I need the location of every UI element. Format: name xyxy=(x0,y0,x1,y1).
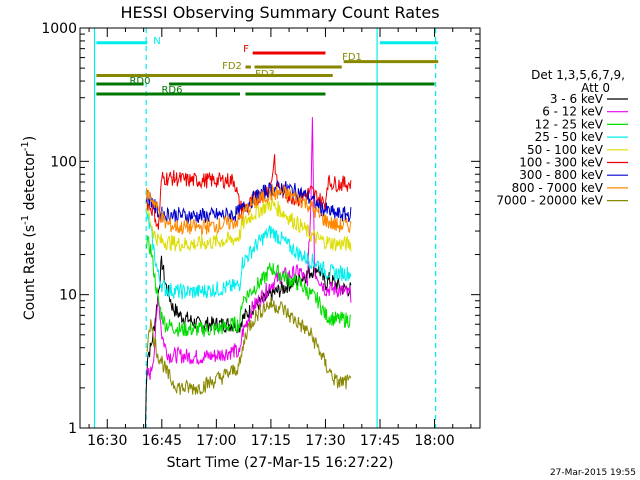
y-tick-label-0: 1 xyxy=(68,421,77,437)
y-axis-ticks: 1 10 100 1000 xyxy=(41,21,480,437)
legend-label-4: 50 - 100 keV xyxy=(527,143,604,157)
series-line-3 xyxy=(146,211,352,300)
flag-label-RD6: RD6 xyxy=(161,85,182,96)
legend-label-1: 6 - 12 keV xyxy=(542,105,604,119)
legend-header-line2: Att 0 xyxy=(581,81,610,95)
legend-label-6: 300 - 800 keV xyxy=(519,168,603,182)
flag-label-FD2: FD2 xyxy=(222,61,242,72)
flag-label-RD0: RD0 xyxy=(129,76,150,87)
series-line-7 xyxy=(146,185,352,237)
legend-label-5: 100 - 300 keV xyxy=(519,156,603,170)
x-tick-label-4: 17:30 xyxy=(305,433,345,449)
y-axis-label: Count Rate (s-1 detector-1) xyxy=(20,136,38,320)
x-tick-label-2: 17:00 xyxy=(196,433,236,449)
series-line-8 xyxy=(146,296,352,395)
y-tick-label-1: 10 xyxy=(59,288,77,304)
series-layer xyxy=(145,117,352,429)
legend-label-2: 12 - 25 keV xyxy=(535,117,604,131)
legend-label-3: 25 - 50 keV xyxy=(535,130,604,144)
legend-label-0: 3 - 6 keV xyxy=(550,92,604,106)
x-tick-label-6: 18:00 xyxy=(414,433,454,449)
plot-frame xyxy=(79,27,481,429)
x-axis-ticks: 16:30 16:45 17:00 17:15 17:30 17:45 18:00 xyxy=(87,28,472,449)
series-line-0 xyxy=(145,255,352,429)
x-tick-label-3: 17:15 xyxy=(251,433,291,449)
series-line-1 xyxy=(146,117,352,380)
x-tick-label-5: 17:45 xyxy=(360,433,400,449)
flag-label-FD3: FD3 xyxy=(255,69,275,80)
vertical-markers xyxy=(93,28,437,428)
flag-label-FD1: FD1 xyxy=(342,52,362,63)
y-tick-label-2: 100 xyxy=(50,154,77,170)
timestamp: 27-Mar-2015 19:55 xyxy=(550,468,636,478)
flag-label-F: F xyxy=(243,44,249,55)
series-line-2 xyxy=(146,234,352,337)
chart-title: HESSI Observing Summary Count Rates xyxy=(120,3,439,22)
legend-label-8: 7000 - 20000 keV xyxy=(496,194,603,208)
plot-area: N F FD1 FD2 FD3 RD0 RD6 16:30 16:45 17:00 17:15 17… xyxy=(41,21,481,449)
series-line-4 xyxy=(146,197,352,252)
legend-header-line1: Det 1,3,5,6,7,9, xyxy=(531,68,625,82)
x-axis-label: Start Time (27-Mar-15 16:27:22) xyxy=(167,455,394,471)
x-tick-label-0: 16:30 xyxy=(87,433,127,449)
x-tick-label-1: 16:45 xyxy=(142,433,182,449)
y-tick-label-3: 1000 xyxy=(41,21,77,37)
series-line-6 xyxy=(146,179,352,224)
flag-label-N: N xyxy=(153,36,160,47)
flag-bars: N F FD1 FD2 FD3 RD0 RD6 xyxy=(96,36,439,96)
legend-label-7: 800 - 7000 keV xyxy=(512,181,604,195)
